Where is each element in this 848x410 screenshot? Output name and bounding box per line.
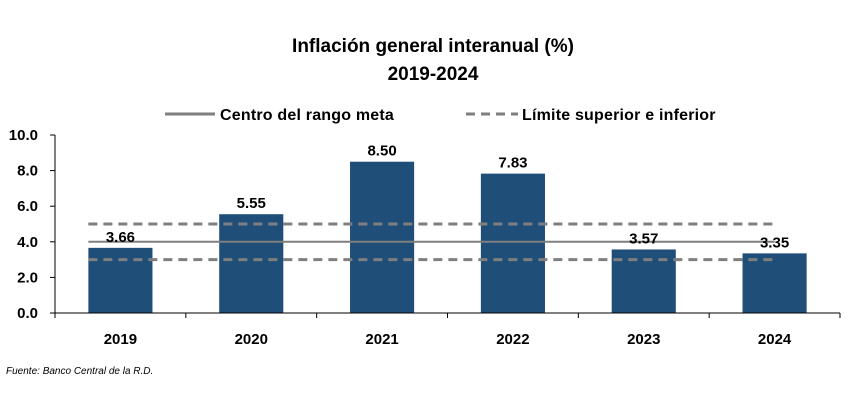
x-tick-label: 2024 (758, 331, 792, 348)
chart-title: Inflación general interanual (%) (292, 36, 574, 57)
data-label: 7.83 (498, 155, 527, 172)
y-tick-label: 6.0 (17, 198, 38, 215)
source-note: Fuente: Banco Central de la R.D. (6, 366, 153, 377)
data-label: 3.66 (106, 229, 135, 246)
bar (88, 247, 153, 313)
y-tick-label: 8.0 (17, 163, 38, 180)
x-tick-label: 2021 (365, 331, 398, 348)
y-tick-label: 0.0 (17, 305, 38, 322)
y-tick-label: 2.0 (17, 269, 38, 286)
x-tick-label: 2020 (235, 331, 268, 348)
bar (219, 214, 284, 313)
y-tick-label: 10.0 (9, 127, 38, 144)
data-label: 5.55 (237, 195, 266, 212)
legend-label-limits: Límite superior e inferior (522, 107, 716, 124)
data-label: 3.35 (760, 234, 789, 251)
x-tick-label: 2022 (496, 331, 529, 348)
legend-label-center: Centro del rango meta (220, 107, 394, 124)
bar (742, 253, 807, 313)
data-label: 8.50 (367, 143, 396, 160)
bar (350, 161, 415, 313)
bar (480, 173, 545, 313)
data-label: 3.57 (629, 230, 658, 247)
x-tick-label: 2019 (104, 331, 137, 348)
legend: Centro del rango meta Límite superior e … (165, 107, 716, 124)
y-tick-label: 4.0 (17, 234, 38, 251)
x-tick-label: 2023 (627, 331, 660, 348)
plot-area: 0.0 2.0 4.0 6.0 8.0 10.0 3.66 5.55 8.50 7.83 3.57 3… (9, 127, 841, 348)
chart-subtitle: 2019-2024 (388, 64, 479, 85)
